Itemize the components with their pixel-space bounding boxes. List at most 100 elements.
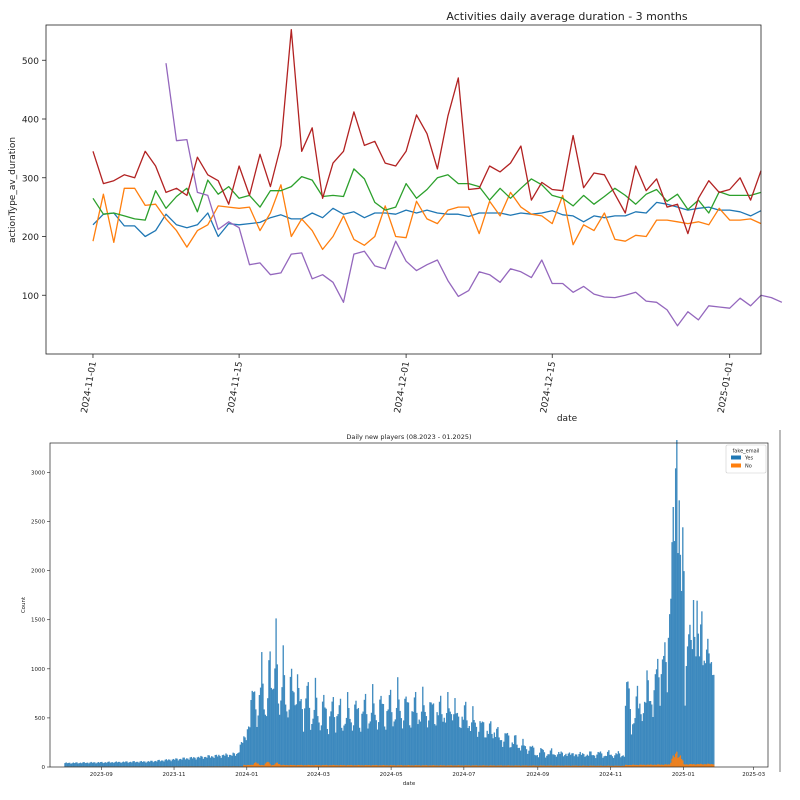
bar-no (648, 764, 651, 767)
bar-no (533, 765, 535, 767)
bar-no (507, 765, 510, 767)
bar-yes (564, 755, 566, 767)
bar-yes (605, 756, 608, 767)
bar-yes (261, 652, 263, 767)
bar-no (411, 765, 413, 767)
bar-no (680, 759, 683, 767)
bar-yes (276, 664, 278, 767)
bar-yes (159, 761, 162, 767)
bar-yes (333, 717, 336, 767)
bar-yes (156, 761, 158, 767)
bar-no (293, 764, 295, 767)
bar-no (554, 765, 556, 767)
bar-yes (709, 663, 711, 767)
bar-yes (364, 693, 367, 767)
bar-yes (504, 733, 506, 767)
bar-no (504, 765, 506, 767)
bar-no (428, 765, 430, 767)
bar-yes (191, 758, 194, 767)
bar-no (417, 765, 419, 767)
x-tick-label: 2025-01 (672, 772, 695, 778)
bar-yes (459, 727, 461, 767)
bar-yes (351, 730, 354, 767)
bar-chart-title: Daily new players (08.2023 - 01.2025) (346, 433, 471, 441)
bar-yes (385, 729, 387, 767)
bar-yes (581, 753, 584, 767)
legend-label-no: No (745, 463, 752, 469)
bar-no (442, 765, 444, 767)
bar-yes (345, 717, 348, 767)
bar-yes (603, 756, 605, 767)
bar-yes (312, 718, 314, 767)
bar-no (609, 765, 611, 767)
bar-yes (152, 762, 154, 767)
bar-no (482, 765, 485, 767)
bar-yes (376, 729, 379, 767)
bar-yes (528, 750, 530, 767)
bar-yes (400, 718, 402, 767)
bar-yes (263, 709, 265, 767)
bar-yes (302, 731, 305, 767)
bar-yes (358, 727, 361, 767)
bar-yes (242, 742, 244, 767)
bar-no (500, 765, 503, 767)
bar-no (320, 765, 323, 767)
bar-no (570, 765, 572, 767)
bar-yes (598, 752, 600, 767)
bar-yes (177, 760, 179, 767)
bar-no (530, 765, 532, 767)
bar-yes (132, 761, 134, 767)
bar-yes (213, 757, 215, 767)
bar-yes (209, 757, 212, 767)
bar-no (419, 765, 422, 767)
bar-no (453, 765, 455, 767)
x-tick-label: 2024-07 (452, 772, 475, 778)
bar-no (672, 755, 674, 767)
bar-yes (317, 716, 319, 767)
bar-yes (698, 656, 701, 767)
bar-yes (90, 761, 92, 767)
bar-yes (629, 709, 631, 767)
bar-no (641, 764, 643, 767)
bar-yes (695, 656, 697, 767)
bar-yes (592, 755, 595, 767)
bar-no (304, 765, 306, 767)
bar-yes (397, 677, 399, 767)
bar-yes (428, 720, 430, 767)
bar-yes (193, 757, 195, 767)
bar-yes (655, 669, 658, 767)
bar-yes (133, 761, 135, 767)
bar-yes (106, 762, 108, 767)
bar-yes (346, 692, 349, 767)
bar-yes (507, 735, 510, 767)
legend-swatch-no (731, 463, 741, 468)
bar-yes (185, 758, 188, 767)
bar-yes (633, 723, 635, 767)
bar-no (586, 765, 589, 767)
bar-yes (461, 716, 463, 767)
series-line-red (92, 29, 762, 235)
bar-yes (218, 754, 220, 767)
bar-no (473, 765, 475, 767)
bar-no (708, 763, 710, 767)
bar-no (344, 765, 346, 767)
bar-no (608, 765, 610, 767)
bar-no (620, 766, 622, 767)
bar-yes (486, 730, 488, 767)
bar-no (286, 765, 288, 767)
bar-yes (659, 705, 661, 767)
bar-no (518, 765, 521, 767)
bar-yes (696, 600, 698, 767)
bar-yes (634, 718, 636, 767)
bar-yes (368, 723, 370, 767)
bar-no (249, 765, 251, 767)
bar-yes (568, 752, 571, 767)
bar-no (398, 765, 400, 767)
bar-no (618, 765, 621, 767)
bar-yes (565, 753, 567, 767)
bar-no (261, 765, 263, 767)
bar-yes (268, 660, 270, 767)
bar-yes (566, 756, 568, 767)
bar-yes (604, 755, 606, 767)
bar-no (461, 765, 463, 767)
